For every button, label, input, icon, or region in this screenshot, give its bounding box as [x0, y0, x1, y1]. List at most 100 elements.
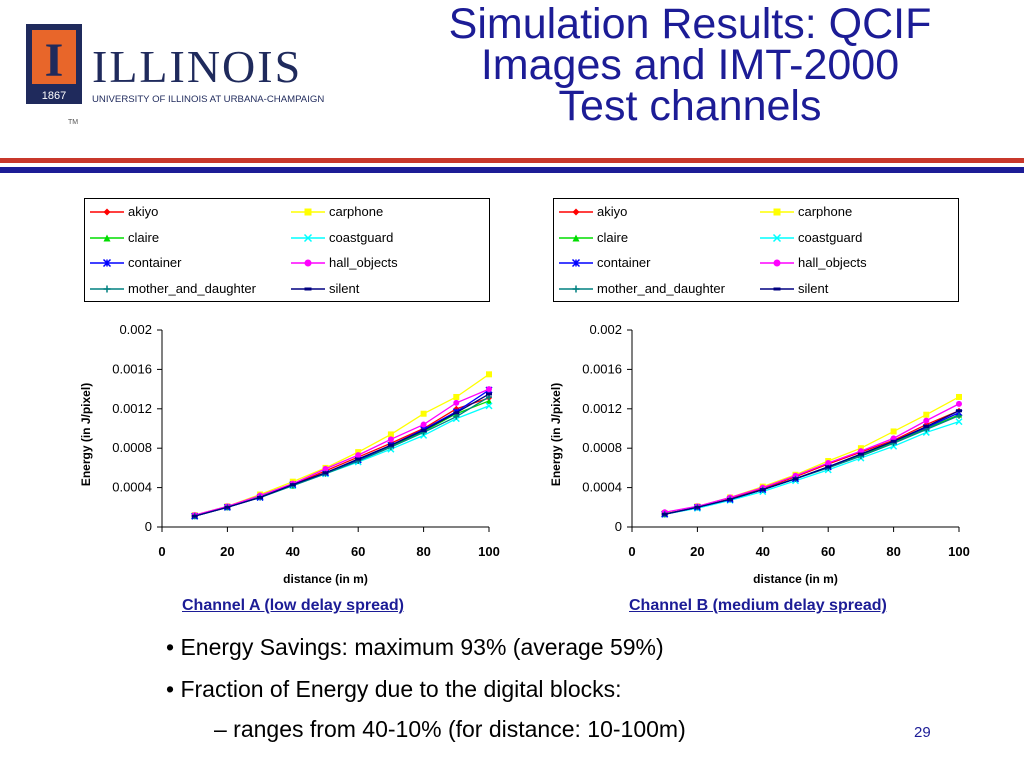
chart-a-point-hall-objects [420, 421, 427, 428]
chart-b-line-carphone [664, 396, 960, 514]
chart-a-series-coastguard [191, 402, 493, 520]
slide-title: Simulation Results: QCIF Images and IMT-… [360, 0, 1020, 128]
legend-marker-square [304, 208, 312, 216]
channel-b-legend-label-claire: claire [597, 229, 629, 245]
channel-b-legend-label-container: container [597, 255, 651, 270]
channel-a-legend-swatch-mother-and-daughter [90, 285, 124, 292]
channel-a-legend-label-mother-and-daughter: mother_and_daughter [128, 280, 256, 296]
chart-a-point-silent [289, 483, 296, 487]
channel-b-legend-swatch-mother-and-daughter [559, 285, 593, 292]
chart-a-y-tick-label: 0.002 [119, 322, 152, 337]
chart-b-point-silent [661, 512, 668, 516]
legend-marker-plus [572, 285, 580, 292]
chart-b-point-silent [857, 452, 864, 456]
chart-a-point-carphone [453, 393, 460, 400]
channel-a-legend-label-carphone: carphone [329, 204, 384, 219]
channel-b-legend-label-akiyo: akiyo [597, 204, 628, 219]
chart-b-line-container [664, 412, 960, 515]
chart-b-point-hall-objects [956, 400, 962, 407]
chart-b-y-axis-label: Energy (in J/pixel) [549, 383, 563, 486]
chart-a-x-tick-label: 60 [351, 544, 365, 559]
legend-marker-asterisk [571, 258, 581, 268]
chart-a-point-hall-objects [355, 452, 362, 459]
chart-a-x-tick-label: 20 [220, 544, 234, 559]
caption-channel-b: Channel B (medium delay spread) [629, 597, 887, 614]
channel-a-legend-label-silent: silent [329, 280, 360, 296]
chart-a-point-carphone [486, 371, 492, 378]
chart-a-point-silent [191, 514, 198, 518]
chart-a-point-hall-objects [322, 465, 329, 472]
chart-a-series-container [191, 386, 493, 520]
chart-a-y-tick-label: 0 [145, 519, 152, 534]
chart-a-line-silent [194, 393, 490, 517]
channel-b-legend-label-carphone: carphone [798, 204, 853, 219]
chart-a-line-container [194, 389, 490, 517]
logo-year: 1867 [42, 90, 66, 102]
chart-a-line-mother-and-daughter [194, 396, 490, 517]
channel-b-legend-label-mother-and-daughter: mother_and_daughter [597, 280, 725, 296]
channel-b-legend-swatch-silent [760, 287, 794, 290]
chart-b-y-tick-label: 0 [615, 519, 622, 534]
channel-b-legend-swatch-claire [559, 234, 593, 241]
channel-a-legend-swatch-container [90, 258, 124, 268]
chart-b-point-silent [694, 505, 701, 509]
chart-a-svg: 0 0.0004 0.0008 0.0012 0.0016 0.002 0 20 40 60 80 1… [79, 322, 500, 586]
legend-marker-square [773, 208, 781, 216]
chart-a-y-axis-label: Energy (in J/pixel) [79, 383, 93, 486]
chart-b-point-silent [923, 425, 930, 429]
chart-a-x-tick-label: 40 [286, 544, 300, 559]
chart-a-point-silent [224, 505, 231, 509]
channel-a-legend-swatch-silent [291, 287, 325, 290]
legend-marker-dash [304, 287, 312, 290]
chart-a-y-tick-label: 0.0008 [112, 440, 152, 455]
channel-a-legend-swatch-hall-objects [291, 259, 325, 267]
chart-b-point-silent [890, 439, 897, 443]
chart-channel-a: 0 0.0004 0.0008 0.0012 0.0016 0.002 0 20 40 60 80 1… [70, 318, 520, 598]
chart-a-line-hall-objects [194, 388, 490, 516]
legend-marker-circle [304, 259, 312, 267]
chart-b-y-tick-label: 0.0012 [582, 401, 622, 416]
header-rule-red [0, 158, 1024, 163]
chart-b-svg: 0 0.0004 0.0008 0.0012 0.0016 0.002 0 20 40 60 80 1… [549, 322, 970, 586]
chart-b-point-silent [956, 409, 962, 413]
chart-a-point-carphone [420, 410, 427, 417]
legend-marker-x [303, 233, 313, 242]
channel-b-legend-swatch-coastguard [760, 233, 794, 242]
chart-b-x-axis-label: distance (in m) [753, 572, 838, 586]
chart-a-point-silent [486, 392, 492, 396]
chart-b-series-akiyo [661, 407, 962, 517]
chart-a-point-carphone [387, 431, 394, 438]
chart-b-series-carphone [661, 393, 962, 517]
title-line-1: Simulation Results: QCIF [448, 0, 932, 48]
channel-b-legend-swatch-akiyo [559, 208, 593, 216]
chart-a-series-hall-objects [191, 386, 492, 519]
legend-channel-b: akiyo carphone claire coastguard container ha… [553, 198, 959, 302]
chart-b-x-tick-label: 80 [886, 544, 900, 559]
legend-marker-triangle [103, 234, 111, 241]
chart-a-point-silent [420, 428, 427, 432]
header-rule-blue [0, 167, 1024, 173]
chart-a-axes: 0 0.0004 0.0008 0.0012 0.0016 0.002 0 20 40 60 80 1… [79, 322, 500, 586]
legend-marker-circle [773, 259, 781, 267]
channel-b-legend-label-coastguard: coastguard [798, 229, 863, 245]
chart-a-series-mother-and-daughter [191, 393, 492, 520]
chart-a-point-hall-objects [387, 436, 394, 443]
channel-a-legend-label-hall-objects: hall_objects [329, 255, 398, 270]
chart-a-point-hall-objects [453, 399, 460, 406]
chart-a-point-silent [322, 471, 329, 475]
channel-a-legend-label-akiyo: akiyo [128, 204, 159, 219]
legend-marker-diamond [103, 208, 111, 216]
channel-a-legend-swatch-coastguard [291, 233, 325, 242]
chart-b-x-tick-label: 100 [948, 544, 970, 559]
logo-mark: I [45, 34, 64, 87]
chart-a-point-silent [453, 411, 460, 415]
chart-a-point-claire [486, 397, 492, 404]
channel-a-legend-label-container: container [128, 255, 182, 270]
chart-channel-b: 0 0.0004 0.0008 0.0012 0.0016 0.002 0 20 40 60 80 1… [540, 318, 990, 598]
chart-b-point-carphone [890, 428, 897, 435]
chart-b-y-tick-label: 0.0004 [582, 480, 622, 495]
chart-a-point-mother-and-daughter [453, 413, 460, 420]
channel-b-legend-swatch-carphone [760, 208, 794, 216]
chart-b-point-silent [727, 497, 734, 501]
chart-a-point-silent [355, 457, 362, 461]
